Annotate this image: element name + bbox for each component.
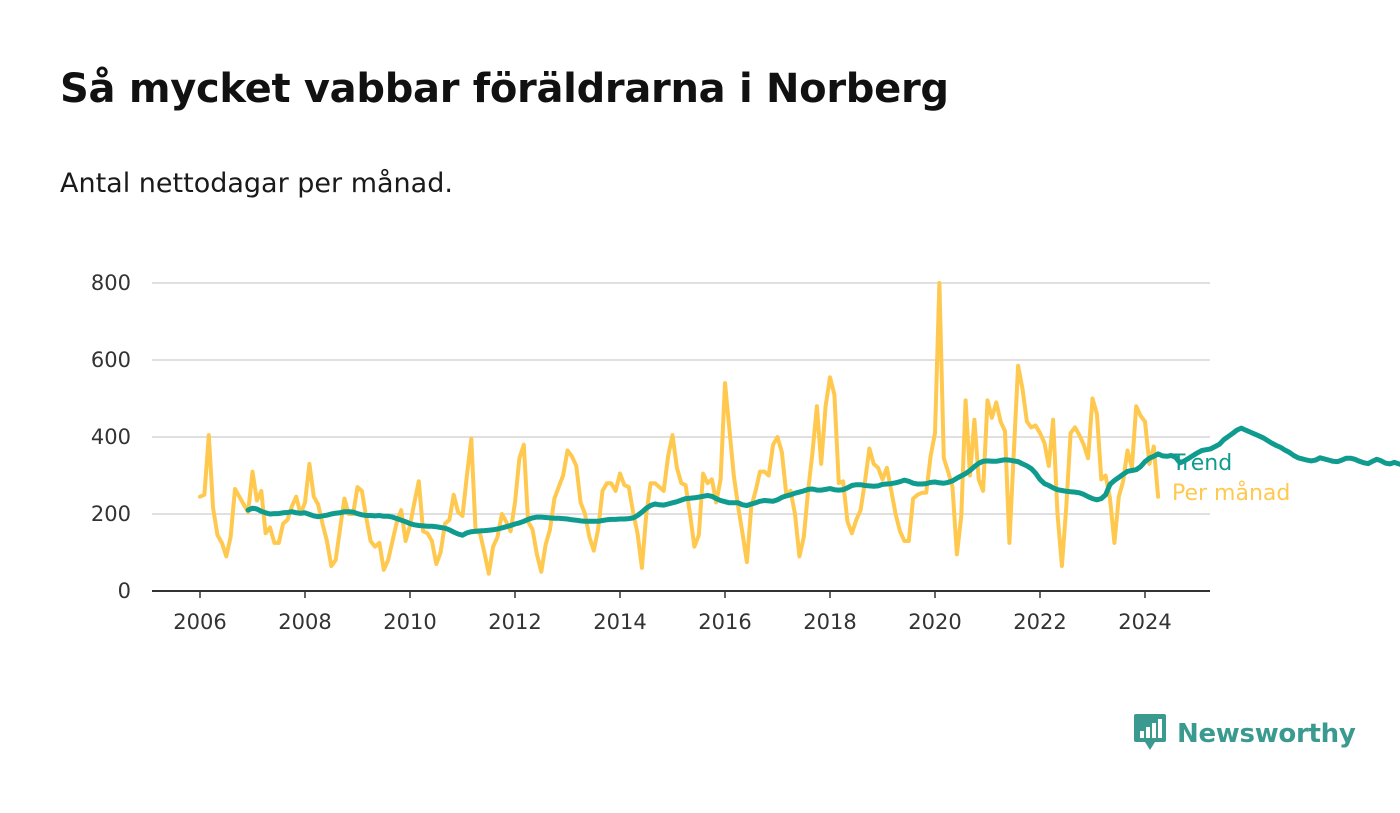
x-tick-label: 2014: [593, 610, 646, 634]
brand-name: Newsworthy: [1177, 719, 1356, 749]
chart-subtitle: Antal nettodagar per månad.: [60, 168, 453, 199]
chart-title: Så mycket vabbar föräldrarna i Norberg: [60, 66, 949, 112]
series-label: Per månad: [1172, 480, 1290, 506]
x-axis: [152, 590, 1210, 598]
x-tick-label: 2020: [908, 610, 961, 634]
y-axis-tick-labels: 0 200 400 600 800: [91, 271, 131, 603]
x-axis-tick-labels: 2006 2008 2010 2012 2014 2016 2018 2020 2022 2024: [173, 610, 1171, 634]
series-end-labels: Per månad Trend: [1171, 451, 1290, 506]
x-tick-label: 2008: [278, 610, 331, 634]
series-lines: [198, 281, 1400, 576]
y-tick-label: 800: [91, 271, 131, 295]
newsworthy-logo-icon: [1133, 712, 1167, 756]
y-tick-label: 200: [91, 502, 131, 526]
x-tick-label: 2010: [383, 610, 436, 634]
trend-line: [245, 425, 1400, 538]
y-tick-label: 0: [118, 579, 131, 603]
newsworthy-brand: Newsworthy: [1133, 712, 1356, 756]
x-tick-label: 2024: [1118, 610, 1171, 634]
x-tick-label: 2012: [488, 610, 541, 634]
y-tick-label: 600: [91, 348, 131, 372]
y-tick-label: 400: [91, 425, 131, 449]
monthly-line: [198, 281, 1161, 576]
series-label: Trend: [1171, 451, 1232, 476]
x-tick-label: 2006: [173, 610, 226, 634]
x-tick-label: 2022: [1013, 610, 1066, 634]
x-tick-label: 2018: [803, 610, 856, 634]
x-tick-label: 2016: [698, 610, 751, 634]
